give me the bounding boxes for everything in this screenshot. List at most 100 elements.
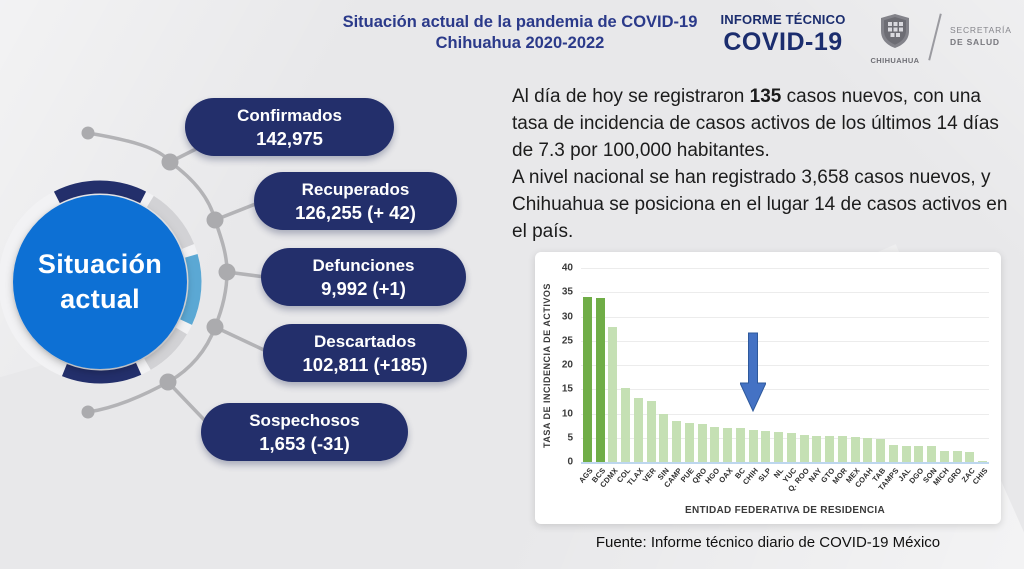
stat-label: Descartados [313,332,417,352]
y-tick-label: 25 [561,335,573,347]
chart-plot: AGS BCS CDMX COL TLAX VER SIN CAMP PUE QRO HGO OAX B… [562,263,990,494]
chihuahua-shield-icon [881,14,909,48]
chart-bar-slot: COL [615,268,633,484]
chart-bar [723,427,733,462]
hub-ring-arc-lightblue [180,254,202,325]
chart-bar-slot: CAMP [662,268,684,489]
network-graphic [0,126,267,430]
chart-bar [888,444,898,462]
page-title-line1: Situación actual de la pandemia de COVID… [342,13,698,31]
chart-bar-slot: TAB [871,268,888,484]
chart-bar-slot: TAMPS [876,268,900,492]
chart-bar-slot: YUC [781,268,798,484]
chart-bar [927,446,937,462]
informe-tecnico-label: INFORME TÉCNICO [720,12,846,27]
chihuahua-logo: CHIHUAHUA [869,13,921,65]
stat-label: Sospechosos [249,411,360,431]
chart-bar-slot: PUE [679,268,696,484]
stat-pill-sospechosos: Sospechosos 1,653 (-31) [201,403,408,461]
chart-bar-slot: GTO [819,268,837,485]
chart-bar-slot: OAX [717,268,735,485]
chart-bar-slot: TLAX [625,268,645,487]
secretaria-salud-logo: SECRETARÍA DE SALUD [950,25,1012,49]
chart-bar [799,434,809,462]
gridline [581,365,989,366]
y-tick-label: 15 [561,383,573,395]
stat-value: 142,975 [256,127,323,149]
chart-bar-slot: VER [641,268,658,484]
hub-ring-arc-navy-top [53,180,147,204]
chart-bar [710,427,720,462]
gridline [581,268,989,269]
chart-bar-slot: CHIH [741,268,760,486]
stat-label: Recuperados [301,180,410,200]
chart-bar [684,422,694,462]
footer-source: Fuente: Informe técnico diario de COVID-… [595,534,941,551]
hub-ring-arc-navy-bottom [61,362,142,384]
gridline [581,292,989,294]
chart-bar-slot: NL [772,268,786,480]
chart-bar [761,431,771,462]
chart-bar-slot: AGS [577,268,594,485]
stat-pill-defunciones: Defunciones 9,992 (+1) [261,248,466,306]
y-tick-label: 0 [567,456,573,468]
hub-ring-arc-gray-upper [146,195,195,250]
x-tick-label: OAX [716,466,735,485]
page-title-line2: Chihuahua 2020-2022 [435,34,605,53]
summary-text: Al día de hoy se registraron [512,86,750,107]
chart-bar-slot: COAH [853,268,875,489]
stat-pill-descartados: Descartados 102,811 (+185) [263,324,467,382]
hub-ring-arc-gray-lower [144,327,188,370]
y-tick-label: 5 [567,432,573,444]
hub-label: Situación actual [18,208,182,356]
chart-card: TASA DE INCIDENCIA DE ACTIVOS AGS BCS CDMX… [535,252,1001,524]
chart-bar-slot: HGO [704,268,722,485]
chart-bar [646,400,656,462]
chart-bar-slot: CDMX [598,268,620,489]
chart-bar [748,430,758,462]
summary-highlight-number: 135 [749,86,782,107]
chart-bar-slot: MICH [932,268,951,487]
chart-bar-slot: MEX [844,268,862,485]
chart-bar [978,460,988,462]
y-tick-label: 20 [561,359,573,371]
chart-bar-slot: JAL [897,268,913,483]
chart-bar [735,427,745,462]
chart-bar-slot: BCS [590,268,607,484]
chart-bar-slot: QRO [691,268,709,485]
chart-bar-slot: GRO [946,268,964,485]
chart-bar-slot: DGO [908,268,926,485]
chart-bar [659,414,669,462]
hub-label-line2: actual [60,284,140,314]
hub-label-line1: Situación [37,248,163,279]
chart-bar [952,451,962,462]
chart-bar-slot: SON [921,268,939,485]
chart-bar-slot: Q. ROO [786,268,811,493]
chart-bar [939,450,949,462]
stat-label: Defunciones [312,256,415,276]
x-axis-title: ENTIDAD FEDERATIVA DE RESIDENCIA [685,505,885,516]
stat-value: 1,653 (-31) [259,432,350,454]
gridline [581,316,989,318]
chart-bar [863,437,873,462]
hub-circle [13,195,187,369]
summary-text: casos nuevos, con una tasa de incidencia… [512,86,999,161]
stat-label: Confirmados [237,106,342,126]
informe-tecnico-logo: INFORME TÉCNICO COVID-19 [703,12,863,57]
y-tick-label: 35 [561,286,573,298]
chart-bar [633,397,643,462]
chart-bar-slot: SLP [756,268,773,483]
stat-value: 9,992 (+1) [321,277,406,299]
page-title: Situación actual de la pandemia de COVID… [328,12,712,55]
chart-annotation-arrow [739,332,767,413]
chihuahua-label: CHIHUAHUA [870,56,920,65]
y-tick-label: 30 [561,311,573,322]
gridline [581,413,989,415]
y-tick-label: 40 [561,262,573,274]
chart-bar [697,424,707,462]
chart-bar [837,436,847,462]
chart-bar [608,327,618,462]
chart-bar [876,438,886,462]
stat-pill-confirmados: Confirmados 142,975 [185,98,394,156]
secretaria-line1: SECRETARÍA [950,25,1012,35]
